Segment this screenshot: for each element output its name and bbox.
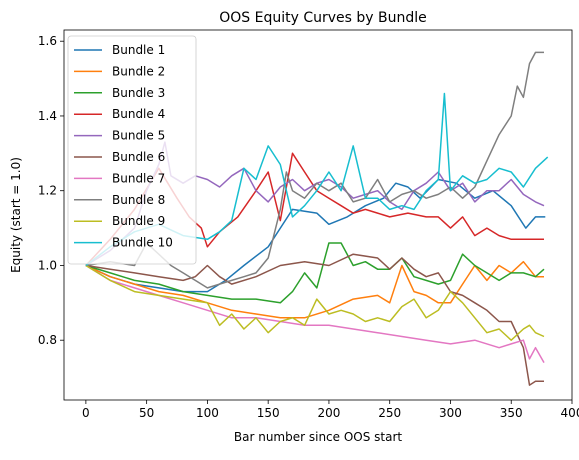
x-tick-label: 400 [561,406,579,420]
plot-frame [63,29,573,401]
legend-label-3: Bundle 3 [112,86,165,100]
legend-label-1: Bundle 1 [112,43,165,57]
x-tick-label: 100 [196,406,219,420]
series-line-7 [85,264,545,363]
series-line-3 [85,242,545,304]
y-tick-label: 1.0 [38,258,57,272]
x-tick-label: 250 [378,406,401,420]
legend-label-5: Bundle 5 [112,129,165,143]
x-axis-ticks: 0 50 100 150 200 250 300 350 400 [82,400,579,420]
legend-label-6: Bundle 6 [112,150,165,164]
series-line-9 [85,264,545,341]
y-tick-label: 1.6 [38,34,57,48]
y-tick-label: 1.2 [38,184,57,198]
series-line-8 [85,51,544,289]
y-axis-ticks: 0.8 1.0 1.2 1.4 1.6 [38,34,64,347]
y-tick-label: 0.8 [38,333,57,347]
x-axis-label: Bar number since OOS start [234,430,403,444]
legend-label-7: Bundle 7 [112,171,165,185]
legend-label-2: Bundle 2 [112,64,165,78]
x-tick-label: 50 [139,406,154,420]
x-tick-label: 350 [500,406,523,420]
x-tick-label: 200 [317,406,340,420]
legend-label-8: Bundle 8 [112,193,165,207]
x-tick-label: 0 [82,406,90,420]
legend-label-10: Bundle 10 [112,236,173,250]
series-line-6 [85,253,544,386]
y-axis-label: Equity (start = 1.0) [9,157,23,273]
legend-label-9: Bundle 9 [112,214,165,228]
y-tick-label: 1.4 [38,109,57,123]
chart-title: OOS Equity Curves by Bundle [219,10,427,26]
legend-label-4: Bundle 4 [112,107,165,121]
x-tick-label: 300 [439,406,462,420]
series-line-10 [85,92,549,267]
x-tick-label: 150 [257,406,280,420]
series-line-2 [85,260,544,319]
legend: Bundle 1 Bundle 2 Bundle 3 Bundle 4 Bundle 5… [67,35,197,265]
